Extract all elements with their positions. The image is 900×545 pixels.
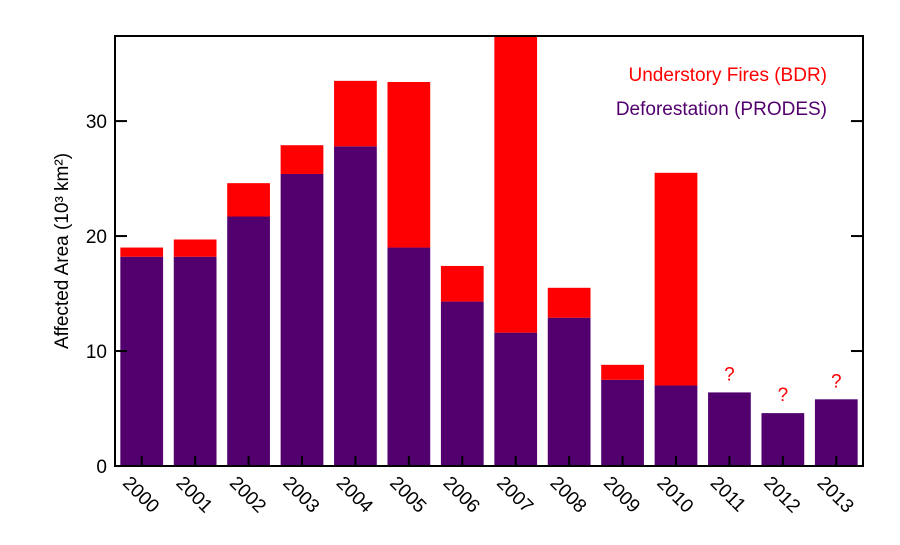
bar-segment (440, 301, 484, 466)
x-tick-label: 2010 (652, 473, 697, 518)
bar-segment (227, 216, 270, 466)
bar-segment (601, 364, 644, 380)
y-tick-label: 30 (86, 112, 107, 133)
bar-segment (120, 247, 164, 257)
x-tick-label: 2005 (385, 473, 430, 518)
bar-segment (173, 239, 217, 257)
bar-segment (387, 81, 431, 248)
bar-segment (280, 145, 324, 174)
value-label: ? (831, 371, 842, 392)
bar-segment (494, 36, 538, 333)
y-tick-label: 0 (96, 457, 107, 478)
x-tick-label: 2003 (278, 473, 323, 518)
y-tick-label: 10 (86, 342, 107, 363)
x-tick-label: 2012 (759, 473, 804, 518)
legend-entry: Understory Fires (BDR) (629, 65, 827, 86)
bar-segment (440, 265, 484, 302)
bar-segment (654, 385, 698, 466)
bar-segment (334, 146, 377, 466)
legend-entry: Deforestation (PRODES) (616, 99, 827, 120)
bar-segment (334, 80, 377, 147)
bar-segment (814, 399, 858, 466)
x-tick-label: 2006 (439, 473, 484, 518)
bar-segment (547, 287, 591, 318)
bar-segment (280, 173, 324, 466)
x-tick-label: 2008 (546, 473, 591, 518)
value-label: ? (724, 364, 735, 385)
y-axis-label: Affected Area (10³ km²) (52, 153, 73, 349)
bar-segment (173, 256, 217, 466)
bar-segment (120, 256, 164, 466)
x-tick-label: 2004 (332, 473, 377, 518)
bar-segment (227, 183, 270, 217)
value-label: ? (778, 385, 789, 406)
bar-segment (654, 172, 698, 386)
x-tick-label: 2000 (118, 473, 163, 518)
x-tick-label: 2013 (813, 473, 858, 518)
bar-segment (494, 332, 538, 466)
x-tick-label: 2002 (225, 473, 270, 518)
x-tick-label: 2007 (492, 473, 537, 518)
bar-segment (601, 379, 644, 466)
axes-frame (114, 35, 864, 467)
x-tick-label: 2001 (172, 473, 217, 518)
bar-segment (547, 317, 591, 466)
y-tick-label: 20 (86, 227, 107, 248)
bar-segment (708, 392, 751, 466)
bar-segment (387, 247, 431, 466)
x-tick-label: 2011 (706, 473, 750, 517)
x-tick-label: 2009 (599, 473, 644, 518)
plot-area (120, 36, 858, 466)
